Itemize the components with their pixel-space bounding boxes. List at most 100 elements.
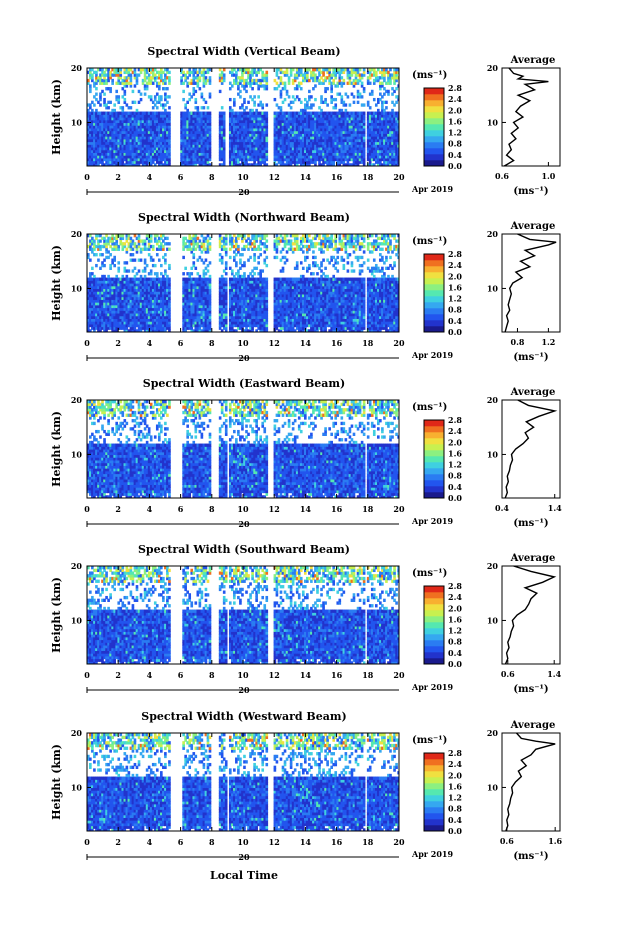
heatmap-cell: [153, 329, 157, 332]
heatmap-cell: [352, 163, 356, 166]
heatmap-cell: [139, 117, 143, 121]
heatmap-cell: [164, 117, 167, 121]
heatmap-cell: [151, 244, 155, 249]
heatmap-cell: [125, 155, 129, 159]
heatmap-cell: [190, 125, 194, 129]
heatmap-cell: [255, 119, 258, 124]
heatmap-cell: [95, 296, 98, 300]
heatmap-cell: [137, 288, 141, 292]
heatmap-cell: [395, 136, 398, 140]
heatmap-cell: [143, 130, 147, 134]
heatmap-cell: [358, 136, 362, 140]
heatmap-cell: [247, 125, 250, 129]
heatmap-cell: [160, 263, 163, 268]
heatmap-cell: [105, 323, 108, 328]
heatmap-cell: [101, 119, 104, 124]
heatmap-cell: [342, 114, 346, 118]
heatmap-cell: [157, 157, 161, 162]
heatmap-cell: [326, 133, 329, 137]
heatmap-cell: [141, 155, 145, 159]
heatmap-cell: [190, 302, 194, 306]
heatmap-cell: [283, 73, 287, 77]
heatmap-cell: [277, 127, 281, 132]
heatmap-cell: [121, 318, 125, 322]
heatmap-cell: [228, 127, 232, 132]
heatmap-cell: [89, 157, 92, 162]
heatmap-cell: [279, 68, 283, 72]
heatmap-cell: [389, 152, 392, 156]
heatmap-cell: [105, 234, 108, 238]
heatmap-cell: [354, 70, 358, 75]
heatmap-cell: [322, 157, 325, 162]
heatmap-cell: [340, 160, 344, 164]
heatmap-cell: [206, 138, 210, 143]
heatmap-cell: [198, 247, 202, 251]
heatmap-cell: [190, 318, 194, 322]
heatmap-cell: [381, 73, 384, 77]
heatmap-cell: [147, 242, 151, 246]
heatmap-cell: [95, 149, 98, 153]
heatmap-cell: [299, 146, 303, 151]
heatmap-cell: [103, 119, 106, 124]
heatmap-cell: [160, 117, 163, 121]
heatmap-cell: [393, 117, 396, 121]
heatmap-cell: [190, 312, 194, 317]
heatmap-cell: [247, 73, 250, 77]
heatmap-cell: [348, 136, 352, 140]
heatmap-cell: [306, 130, 309, 134]
heatmap-cell: [372, 73, 376, 77]
heatmap-cell: [160, 73, 163, 77]
heatmap-cell: [188, 318, 192, 322]
heatmap-cell: [204, 130, 208, 134]
heatmap-cell: [310, 138, 313, 143]
heatmap-cell: [127, 299, 131, 303]
heatmap-cell: [299, 144, 303, 148]
heatmap-cell: [143, 274, 147, 279]
heatmap-cell: [192, 299, 196, 303]
heatmap-cell: [121, 280, 125, 284]
heatmap-cell: [137, 258, 141, 262]
heatmap-cell: [139, 133, 143, 137]
heatmap-cell: [168, 122, 171, 126]
heatmap-cell: [222, 119, 226, 124]
heatmap-cell: [117, 302, 121, 306]
heatmap-cell: [259, 68, 263, 72]
heatmap-cell: [348, 127, 352, 132]
heatmap-cell: [249, 127, 252, 132]
heatmap-cell: [194, 307, 198, 311]
heatmap-cell: [202, 136, 206, 140]
heatmap-cell: [346, 111, 350, 115]
heatmap-cell: [117, 293, 121, 298]
heatmap-cell: [334, 155, 338, 159]
heatmap-cell: [241, 73, 244, 77]
heatmap-cell: [202, 76, 206, 80]
heatmap-cell: [188, 97, 192, 102]
heatmap-cell: [354, 119, 358, 124]
heatmap-cell: [166, 296, 169, 300]
heatmap-cell: [301, 117, 305, 121]
heatmap-cell: [166, 310, 169, 314]
heatmap-cell: [192, 318, 196, 322]
heatmap-cell: [322, 149, 325, 153]
heatmap-cell: [301, 78, 305, 83]
heatmap-cell: [308, 157, 311, 162]
heatmap-cell: [164, 97, 167, 102]
heatmap-cell: [299, 100, 303, 104]
heatmap-cell: [93, 122, 96, 126]
heatmap-cell: [322, 100, 325, 104]
heatmap-cell: [352, 95, 356, 99]
heatmap-cell: [299, 68, 303, 72]
heatmap-cell: [314, 117, 317, 121]
heatmap-cell: [190, 272, 194, 276]
heatmap-cell: [95, 315, 98, 319]
heatmap-cell: [324, 136, 327, 140]
heatmap-cell: [131, 315, 135, 319]
heatmap-cell: [121, 81, 125, 85]
heatmap-cell: [293, 125, 297, 129]
heatmap-cell: [259, 125, 263, 129]
heatmap-cell: [188, 291, 192, 295]
heatmap-cell: [344, 155, 348, 159]
heatmap-cell: [131, 253, 135, 257]
heatmap-cell: [99, 127, 102, 132]
heatmap-cell: [192, 323, 196, 328]
